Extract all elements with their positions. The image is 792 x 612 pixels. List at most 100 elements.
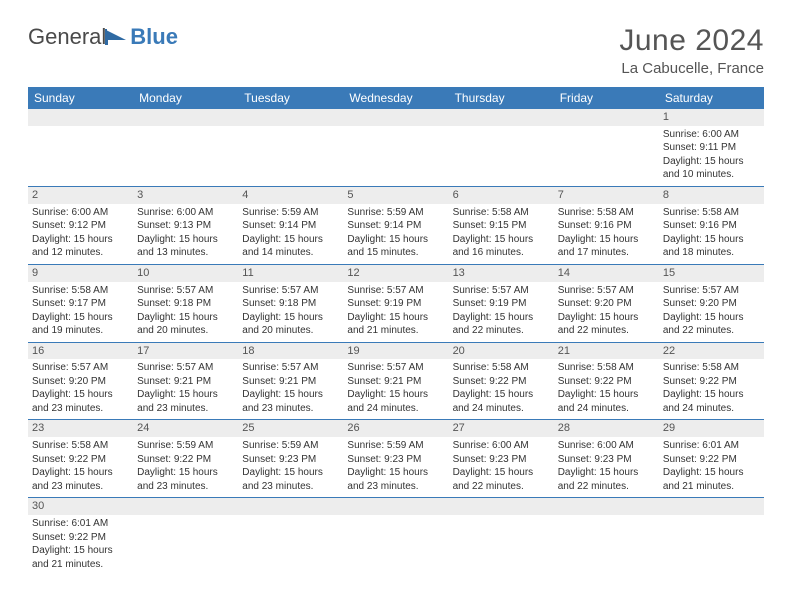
day-number: 5 [343, 187, 448, 204]
daylight-line-2: and 24 minutes. [453, 402, 550, 416]
day-number-bar [238, 109, 343, 126]
daylight-line-1: Daylight: 15 hours [242, 233, 339, 247]
calendar-week-row: 2 Sunrise: 6:00 AM Sunset: 9:12 PM Daylight… [28, 186, 764, 264]
calendar-day-cell: 12Sunrise: 5:57 AMSunset: 9:19 PMDayligh… [343, 264, 448, 342]
day-number: 15 [659, 265, 764, 282]
sunset-line: Sunset: 9:22 PM [663, 375, 760, 389]
calendar-week-row: 1Sunrise: 6:00 AMSunset: 9:11 PMDaylight… [28, 109, 764, 186]
day-number: 8 [659, 187, 764, 204]
day-number: 30 [28, 498, 133, 515]
daylight-line-1: Daylight: 15 hours [242, 388, 339, 402]
day-number: 26 [343, 420, 448, 437]
calendar-day-cell: 11Sunrise: 5:57 AMSunset: 9:18 PMDayligh… [238, 264, 343, 342]
sunrise-line: Sunrise: 6:00 AM [137, 206, 234, 220]
sunset-line: Sunset: 9:22 PM [663, 453, 760, 467]
logo-text-2: Blue [130, 24, 178, 50]
daylight-line-1: Daylight: 15 hours [558, 388, 655, 402]
day-number: 27 [449, 420, 554, 437]
calendar-empty-cell [133, 109, 238, 186]
calendar-day-cell: 21Sunrise: 5:58 AMSunset: 9:22 PMDayligh… [554, 342, 659, 420]
calendar-empty-cell [133, 498, 238, 575]
day-number-bar [659, 498, 764, 515]
sunset-line: Sunset: 9:23 PM [453, 453, 550, 467]
sunset-line: Sunset: 9:11 PM [663, 141, 760, 155]
daylight-line-1: Daylight: 15 hours [663, 466, 760, 480]
daylight-line-1: Daylight: 15 hours [32, 388, 129, 402]
sunrise-line: Sunrise: 6:00 AM [558, 439, 655, 453]
weekday-header: Thursday [449, 87, 554, 109]
calendar-day-cell: 30Sunrise: 6:01 AMSunset: 9:22 PMDayligh… [28, 498, 133, 575]
sunrise-line: Sunrise: 5:58 AM [453, 206, 550, 220]
calendar-day-cell: 17Sunrise: 5:57 AMSunset: 9:21 PMDayligh… [133, 342, 238, 420]
sunset-line: Sunset: 9:23 PM [347, 453, 444, 467]
daylight-line-1: Daylight: 15 hours [663, 233, 760, 247]
daylight-line-2: and 23 minutes. [32, 402, 129, 416]
calendar-week-row: 16Sunrise: 5:57 AMSunset: 9:20 PMDayligh… [28, 342, 764, 420]
daylight-line-2: and 18 minutes. [663, 246, 760, 260]
sunrise-line: Sunrise: 5:59 AM [347, 206, 444, 220]
sunset-line: Sunset: 9:14 PM [347, 219, 444, 233]
calendar-page: General Blue June 2024 La Cabucelle, Fra… [0, 0, 792, 585]
sunrise-line: Sunrise: 5:58 AM [558, 206, 655, 220]
day-number: 18 [238, 343, 343, 360]
sunrise-line: Sunrise: 5:59 AM [347, 439, 444, 453]
sunrise-line: Sunrise: 5:57 AM [558, 284, 655, 298]
calendar-day-cell: 7Sunrise: 5:58 AMSunset: 9:16 PMDaylight… [554, 186, 659, 264]
sunset-line: Sunset: 9:15 PM [453, 219, 550, 233]
calendar-day-cell: 22Sunrise: 5:58 AMSunset: 9:22 PMDayligh… [659, 342, 764, 420]
calendar-day-cell: 3Sunrise: 6:00 AMSunset: 9:13 PMDaylight… [133, 186, 238, 264]
weekday-header: Wednesday [343, 87, 448, 109]
calendar-day-cell: 13Sunrise: 5:57 AMSunset: 9:19 PMDayligh… [449, 264, 554, 342]
calendar-empty-cell [554, 498, 659, 575]
sunset-line: Sunset: 9:20 PM [558, 297, 655, 311]
calendar-day-cell: 9Sunrise: 5:58 AMSunset: 9:17 PMDaylight… [28, 264, 133, 342]
daylight-line-2: and 21 minutes. [347, 324, 444, 338]
calendar-day-cell: 23Sunrise: 5:58 AMSunset: 9:22 PMDayligh… [28, 420, 133, 498]
day-number: 12 [343, 265, 448, 282]
sunrise-line: Sunrise: 5:59 AM [242, 206, 339, 220]
sunrise-line: Sunrise: 6:01 AM [32, 517, 129, 531]
day-number-bar [28, 109, 133, 126]
sunrise-line: Sunrise: 5:58 AM [663, 361, 760, 375]
day-number: 21 [554, 343, 659, 360]
title-block: June 2024 La Cabucelle, France [619, 24, 764, 77]
daylight-line-2: and 23 minutes. [137, 402, 234, 416]
daylight-line-2: and 12 minutes. [32, 246, 129, 260]
calendar-day-cell: 19Sunrise: 5:57 AMSunset: 9:21 PMDayligh… [343, 342, 448, 420]
daylight-line-2: and 20 minutes. [242, 324, 339, 338]
sunrise-line: Sunrise: 6:00 AM [663, 128, 760, 142]
day-number: 28 [554, 420, 659, 437]
sunrise-line: Sunrise: 6:00 AM [453, 439, 550, 453]
calendar-day-cell: 25Sunrise: 5:59 AMSunset: 9:23 PMDayligh… [238, 420, 343, 498]
sunset-line: Sunset: 9:12 PM [32, 219, 129, 233]
daylight-line-2: and 23 minutes. [347, 480, 444, 494]
daylight-line-1: Daylight: 15 hours [558, 466, 655, 480]
logo-text-1: General [28, 24, 106, 50]
calendar-day-cell: 5Sunrise: 5:59 AMSunset: 9:14 PMDaylight… [343, 186, 448, 264]
daylight-line-2: and 15 minutes. [347, 246, 444, 260]
day-number: 14 [554, 265, 659, 282]
daylight-line-2: and 21 minutes. [32, 558, 129, 572]
sunrise-line: Sunrise: 6:01 AM [663, 439, 760, 453]
calendar-week-row: 30Sunrise: 6:01 AMSunset: 9:22 PMDayligh… [28, 498, 764, 575]
day-number: 4 [238, 187, 343, 204]
sunrise-line: Sunrise: 5:58 AM [558, 361, 655, 375]
daylight-line-1: Daylight: 15 hours [242, 311, 339, 325]
day-number: 3 [133, 187, 238, 204]
daylight-line-1: Daylight: 15 hours [558, 311, 655, 325]
daylight-line-2: and 24 minutes. [347, 402, 444, 416]
sunrise-line: Sunrise: 5:57 AM [453, 284, 550, 298]
month-title: June 2024 [619, 24, 764, 58]
calendar-empty-cell [449, 498, 554, 575]
day-number: 7 [554, 187, 659, 204]
calendar-empty-cell [659, 498, 764, 575]
sunset-line: Sunset: 9:18 PM [137, 297, 234, 311]
sunset-line: Sunset: 9:13 PM [137, 219, 234, 233]
sunset-line: Sunset: 9:19 PM [453, 297, 550, 311]
daylight-line-1: Daylight: 15 hours [453, 466, 550, 480]
sunrise-line: Sunrise: 5:57 AM [347, 284, 444, 298]
day-number: 6 [449, 187, 554, 204]
daylight-line-1: Daylight: 15 hours [453, 311, 550, 325]
day-number: 19 [343, 343, 448, 360]
day-number: 2 [28, 187, 133, 204]
